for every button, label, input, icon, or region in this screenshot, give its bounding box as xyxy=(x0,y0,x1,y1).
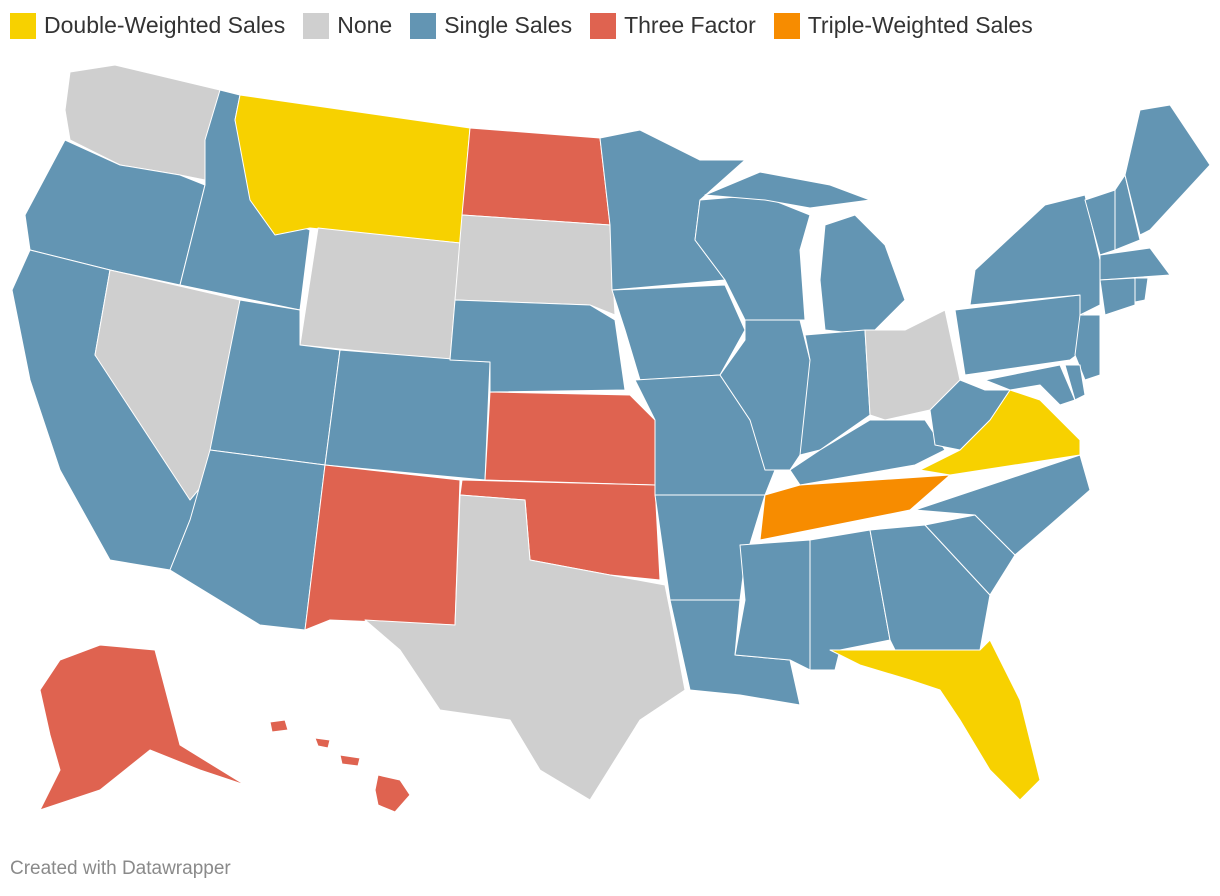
region xyxy=(324,349,491,481)
legend-swatch xyxy=(590,12,617,39)
legend-item: Single Sales xyxy=(410,12,572,39)
region xyxy=(654,494,766,601)
region xyxy=(484,391,656,486)
legend-item: Three Factor xyxy=(590,12,756,39)
region xyxy=(461,127,611,226)
legend-label: Three Factor xyxy=(624,12,756,38)
region xyxy=(364,494,686,801)
region xyxy=(719,319,811,471)
legend-item: None xyxy=(303,12,392,39)
legend-item: Triple-Weighted Sales xyxy=(773,12,1033,39)
region xyxy=(1124,104,1211,236)
legend-label: None xyxy=(337,12,393,38)
region xyxy=(454,214,616,316)
legend-swatch xyxy=(10,12,36,39)
region xyxy=(1099,247,1171,281)
region xyxy=(734,539,811,671)
region xyxy=(984,364,1076,406)
legend-swatch xyxy=(773,12,800,39)
region xyxy=(759,474,951,541)
region xyxy=(1074,314,1101,381)
region xyxy=(929,379,1011,451)
region xyxy=(954,294,1091,376)
legend: Double-Weighted Sales None Single Sales Thr… xyxy=(10,12,1033,39)
region xyxy=(234,94,471,244)
region xyxy=(1064,364,1086,401)
footer: Created with Datawrapper xyxy=(10,858,231,879)
region xyxy=(1114,174,1141,251)
region xyxy=(299,227,461,361)
region xyxy=(969,194,1101,316)
region xyxy=(1099,277,1136,316)
region xyxy=(304,464,461,631)
region xyxy=(39,644,246,811)
legend-label: Double-Weighted Sales xyxy=(44,12,286,38)
region xyxy=(611,284,746,381)
legend-label: Triple-Weighted Sales xyxy=(807,12,1033,38)
region xyxy=(269,719,411,813)
legend-swatch xyxy=(410,12,437,39)
legend-item: Double-Weighted Sales xyxy=(10,12,285,39)
region xyxy=(449,299,626,393)
legend-label: Single Sales xyxy=(444,12,573,38)
region xyxy=(829,639,1041,801)
legend-swatch xyxy=(303,12,330,39)
region xyxy=(704,171,906,336)
region xyxy=(1134,277,1149,303)
